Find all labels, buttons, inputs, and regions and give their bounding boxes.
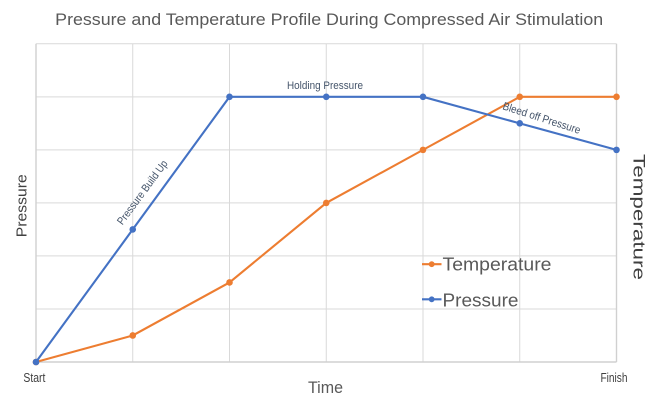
svg-text:Time: Time <box>308 379 343 397</box>
svg-text:Temperature: Temperature <box>630 154 649 280</box>
svg-text:Holding Pressure: Holding Pressure <box>287 80 363 92</box>
svg-text:Temperature: Temperature <box>443 255 552 275</box>
svg-text:Finish: Finish <box>601 370 628 385</box>
svg-text:Pressure: Pressure <box>443 290 519 310</box>
svg-text:Pressure: Pressure <box>15 174 31 237</box>
svg-text:Start: Start <box>23 370 45 385</box>
svg-text:Pressure and Temperature Profi: Pressure and Temperature Profile During … <box>55 10 603 29</box>
